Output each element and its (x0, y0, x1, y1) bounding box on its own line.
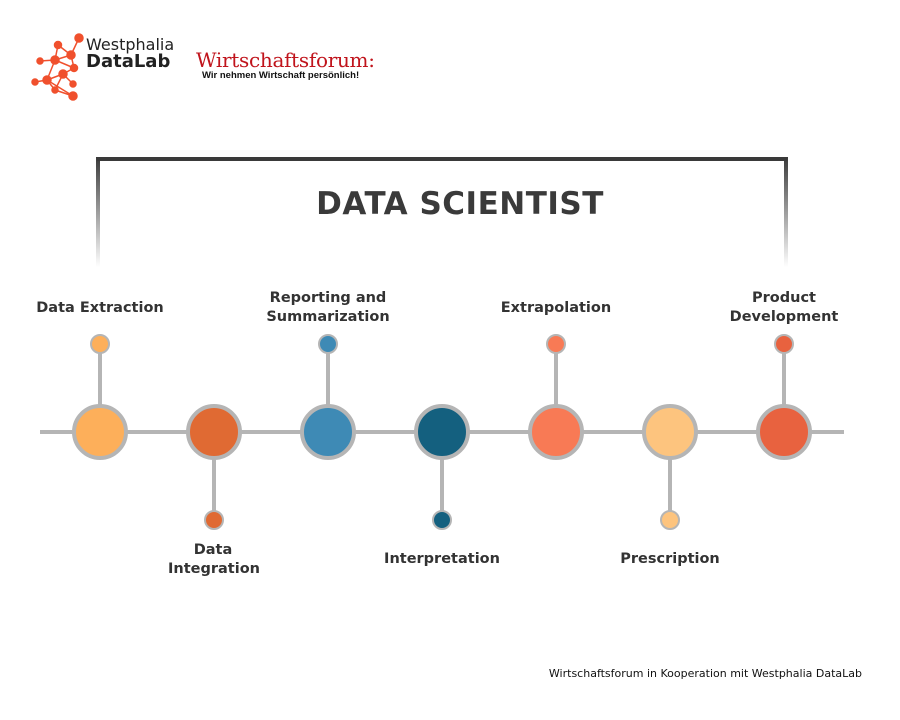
step-node (72, 334, 128, 460)
step-dot (546, 334, 566, 354)
step-circle (642, 404, 698, 460)
page-title: DATA SCIENTIST (316, 186, 604, 222)
step-circle (756, 404, 812, 460)
step-label: Interpretation (384, 551, 500, 567)
step-circle (414, 404, 470, 460)
logo-line2: DataLab (86, 51, 171, 72)
step-dot (90, 334, 110, 354)
logo-line1: Westphalia (86, 35, 175, 54)
step-label: Extrapolation (500, 300, 612, 316)
step-node (186, 404, 242, 530)
step-dot (432, 510, 452, 530)
step-label: Product Development (729, 290, 839, 325)
logo-name: Wirtschaftsforum: (196, 48, 375, 72)
logo-tagline: Wir nehmen Wirtschaft persönlich! (202, 70, 360, 81)
bracket (96, 157, 788, 267)
step-label: Reporting and Summarization (266, 290, 390, 325)
step-label: Data Integration (168, 542, 260, 577)
step-node (300, 334, 356, 460)
step-circle (528, 404, 584, 460)
step-node (528, 334, 584, 460)
datalab-logo: Westphalia DataLab (86, 35, 175, 72)
step-dot (318, 334, 338, 354)
step-dot (204, 510, 224, 530)
step-label: Prescription (620, 551, 720, 567)
step-node (414, 404, 470, 530)
step-node (642, 404, 698, 530)
step-circle (300, 404, 356, 460)
datalab-logo-icon (31, 33, 84, 101)
footer-credit: Wirtschaftsforum in Kooperation mit West… (548, 667, 862, 680)
step-dot (774, 334, 794, 354)
step-circle (186, 404, 242, 460)
step-label: Data Extraction (36, 300, 164, 316)
step-circle (72, 404, 128, 460)
step-dot (660, 510, 680, 530)
step-node (756, 334, 812, 460)
wirtschaftsforum-logo: Wirtschaftsforum: Wir nehmen Wirtschaft … (196, 50, 375, 81)
